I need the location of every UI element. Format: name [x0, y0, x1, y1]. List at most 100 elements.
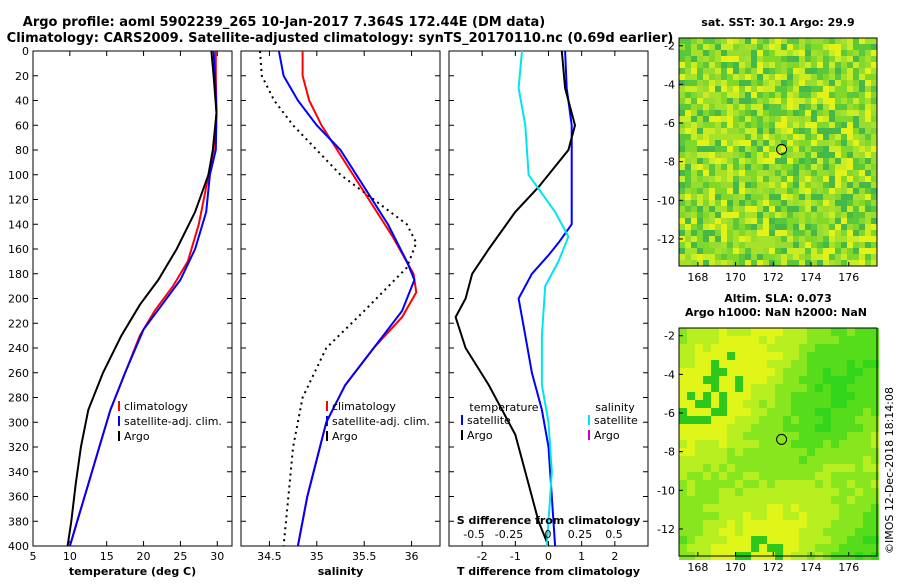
sla_map-cell [711, 440, 719, 448]
sst_map-cell [823, 74, 829, 80]
sla_map-cell [711, 480, 719, 488]
sst_map-cell [709, 86, 715, 92]
sla_map-cell [751, 328, 759, 336]
sst_map-cell [787, 122, 793, 128]
sla_map-cell [839, 400, 847, 408]
sst_map-cell [709, 176, 715, 182]
sst_map-cell [697, 170, 703, 176]
sla_map-cell [831, 400, 839, 408]
sla_map-cell [711, 424, 719, 432]
sst_map-cell [691, 62, 697, 68]
sla_map-cell [871, 408, 879, 416]
sst_map-cell [733, 236, 739, 242]
sla_map-cell [687, 480, 695, 488]
sla_map-cell [687, 528, 695, 536]
sla_map-cell [679, 384, 687, 392]
sst_map-cell [871, 230, 877, 236]
sla_map-cell [839, 392, 847, 400]
sla_map-cell [727, 416, 735, 424]
sst_map-cell [751, 44, 757, 50]
sst_map-cell [841, 50, 847, 56]
sst_map-cell [865, 38, 871, 44]
sla_map-cell [799, 456, 807, 464]
sst_map-cell [817, 260, 823, 266]
sla_map-cell [831, 368, 839, 376]
sst_map-cell [841, 158, 847, 164]
sla_map-cell [815, 336, 823, 344]
sst_map-cell [733, 62, 739, 68]
sst_map-cell [709, 92, 715, 98]
sst_map-cell [745, 230, 751, 236]
sst_map-cell [709, 236, 715, 242]
sla_map-cell [703, 456, 711, 464]
sla_map-cell [871, 400, 879, 408]
sla_map-cell [719, 504, 727, 512]
sst_map-cell [715, 194, 721, 200]
sst_map-cell [817, 80, 823, 86]
sst_map-cell [775, 212, 781, 218]
sst_map-cell [721, 164, 727, 170]
sla_map-cell [719, 432, 727, 440]
sst_map-cell [859, 86, 865, 92]
sla_map-cell [839, 432, 847, 440]
sst_map-cell [697, 140, 703, 146]
sla_map-cell [727, 344, 735, 352]
sst_map-cell [799, 182, 805, 188]
sla_map-cell [847, 416, 855, 424]
sla_map-cell [815, 448, 823, 456]
sla_map-cell [799, 384, 807, 392]
sla_map-cell [831, 464, 839, 472]
sla_map-cell [807, 504, 815, 512]
sla_map-cell [751, 512, 759, 520]
sla_map-cell [735, 496, 743, 504]
sst_map-cell [847, 44, 853, 50]
sst_map-cell [697, 80, 703, 86]
sst_map-cell [871, 80, 877, 86]
sst_map-cell [829, 38, 835, 44]
sst_map-cell [829, 212, 835, 218]
sla_map-cell [679, 352, 687, 360]
sst_map-cell [757, 128, 763, 134]
sla_map-cell [727, 496, 735, 504]
sst_map-cell [763, 218, 769, 224]
sst_map-cell [745, 62, 751, 68]
sla_map-cell [863, 528, 871, 536]
sla_map-cell [799, 544, 807, 552]
sst_map-cell [811, 104, 817, 110]
sla_map-cell [751, 504, 759, 512]
sst_map-cell [781, 242, 787, 248]
sla_map-cell [743, 408, 751, 416]
sst_map-cell [817, 218, 823, 224]
sst_map-cell [733, 110, 739, 116]
sst_map-cell [865, 260, 871, 266]
sst_map-cell [787, 260, 793, 266]
sst_map-cell [781, 104, 787, 110]
sst_map-cell [829, 224, 835, 230]
sla_map-cell [815, 472, 823, 480]
sla_map-cell [855, 520, 863, 528]
sst_map-cell [859, 182, 865, 188]
sst_map-cell [763, 68, 769, 74]
sst_map-cell [805, 38, 811, 44]
sst_map-cell [817, 152, 823, 158]
salinity-xtick-label: 34.5 [257, 550, 282, 563]
sla_map-cell [815, 400, 823, 408]
sla_map-cell [759, 544, 767, 552]
sla_map-cell [711, 352, 719, 360]
sst_map-cell [691, 176, 697, 182]
sst_map-cell [709, 248, 715, 254]
sla_map-cell [695, 368, 703, 376]
sla_map-cell [711, 368, 719, 376]
sst_map-cell [799, 44, 805, 50]
sla_map-cell [791, 464, 799, 472]
sst_map-cell [817, 254, 823, 260]
sst_map-cell [787, 218, 793, 224]
sst_map-cell [787, 176, 793, 182]
sst_map-cell [739, 122, 745, 128]
sst_map-cell [679, 176, 685, 182]
salinity-xtick-label: 35 [310, 550, 324, 563]
sst_map-cell [757, 122, 763, 128]
sst_map-cell [757, 176, 763, 182]
sst_map-cell [871, 74, 877, 80]
sst_map-cell [865, 194, 871, 200]
